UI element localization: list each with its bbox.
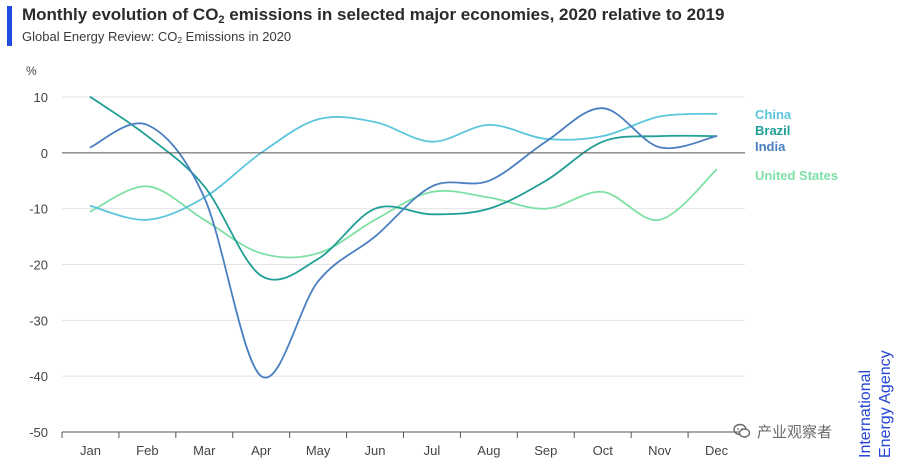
legend-entry-brazil: Brazil — [755, 123, 790, 138]
x-tick-label: Sep — [534, 443, 557, 458]
series-line-india — [89, 107, 718, 379]
series-line-china — [89, 112, 718, 221]
x-tick-label: Feb — [136, 443, 158, 458]
y-tick-label: -30 — [29, 313, 48, 328]
watermark: 产业观察者 — [733, 421, 883, 445]
series-line-brazil — [89, 96, 718, 281]
legend-entry-united-states: United States — [755, 168, 838, 183]
y-tick-label: 0 — [41, 146, 48, 161]
chart-subtitle: Global Energy Review: CO2 Emissions in 2… — [22, 29, 292, 46]
x-tick-label: Apr — [251, 443, 272, 458]
legend-entry-china: China — [755, 107, 792, 122]
legend-entry-india: India — [755, 139, 786, 154]
x-tick-label: Nov — [648, 443, 672, 458]
logo-text-line2: Energy Agency — [877, 350, 894, 458]
y-tick-label: -10 — [29, 202, 48, 217]
x-tick-label: Oct — [593, 443, 614, 458]
y-tick-label: 10 — [34, 90, 48, 105]
x-tick-label: Jun — [365, 443, 386, 458]
y-tick-label: -20 — [29, 258, 48, 273]
y-tick-label: -50 — [29, 425, 48, 440]
iea-logo: International Energy Agency — [857, 350, 894, 458]
x-tick-label: Aug — [477, 443, 500, 458]
x-tick-label: Jan — [80, 443, 101, 458]
logo-text-line1: International — [857, 370, 874, 458]
series-line-united-states — [89, 168, 718, 259]
x-tick-label: Dec — [705, 443, 729, 458]
x-tick-label: May — [306, 443, 331, 458]
title-accent-bar — [7, 6, 12, 46]
watermark-text: 产业观察者 — [757, 424, 833, 441]
y-tick-label: -40 — [29, 369, 48, 384]
x-tick-label: Jul — [424, 443, 441, 458]
wechat-icon — [733, 423, 751, 438]
y-unit-label: % — [26, 64, 37, 78]
chart-title: Monthly evolution of CO2 emissions in se… — [22, 5, 725, 26]
x-tick-label: Mar — [193, 443, 216, 458]
